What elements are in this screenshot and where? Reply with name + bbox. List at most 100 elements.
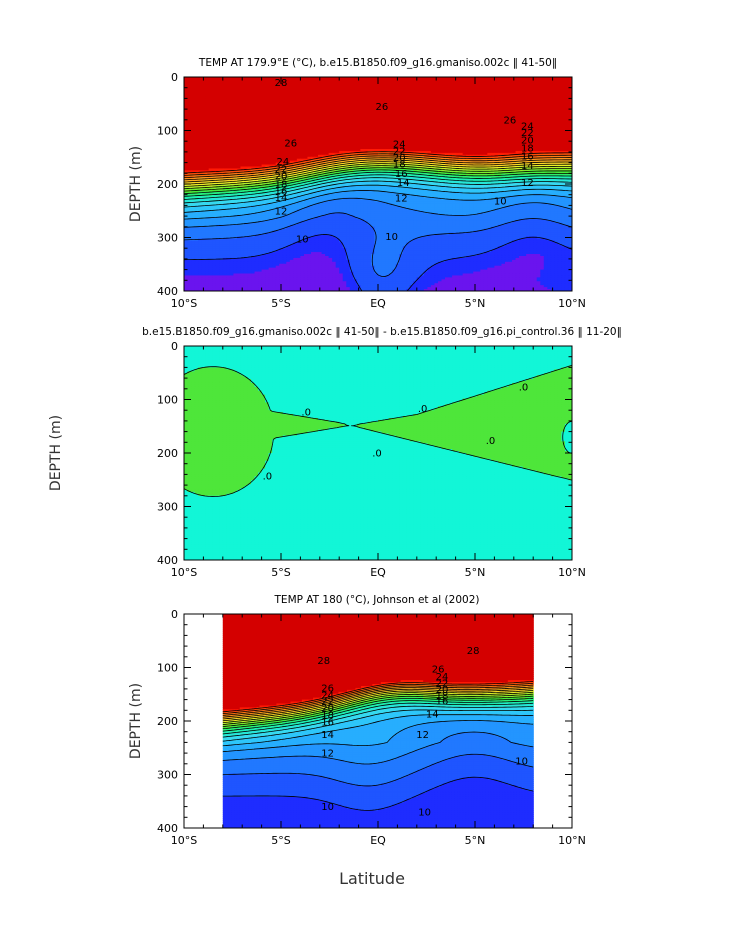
- contour-fill-cell: [448, 123, 453, 127]
- contour-fill-cell: [483, 117, 488, 121]
- contour-fill-cell: [268, 125, 273, 129]
- contour-fill-cell: [279, 127, 284, 131]
- contour-fill-cell: [314, 106, 319, 109]
- contour-fill-cell: [515, 104, 520, 107]
- contour-fill-cell: [184, 113, 189, 117]
- contour-fill-cell: [490, 127, 495, 131]
- contour-fill-cell: [462, 77, 467, 80]
- contour-fill-cell: [374, 78, 379, 82]
- contour-fill-cell: [219, 77, 224, 80]
- contour-fill-cell: [226, 102, 231, 105]
- contour-fill-cell: [381, 102, 386, 105]
- contour-fill-cell: [367, 96, 372, 99]
- contour-fill-cell: [265, 129, 270, 133]
- contour-fill-cell: [370, 77, 376, 80]
- contour-fill-cell: [226, 112, 231, 115]
- contour-fill-cell: [522, 117, 527, 121]
- contour-fill-cell: [399, 129, 404, 133]
- contour-fill-cell: [367, 127, 372, 131]
- contour-fill-cell: [279, 119, 284, 123]
- contour-fill-cell: [497, 112, 503, 115]
- contour-fill-cell: [187, 104, 192, 107]
- contour-fill-cell: [243, 108, 249, 111]
- contour-fill-cell: [353, 94, 358, 98]
- contour-fill-cell: [395, 92, 400, 96]
- contour-fill-cell: [222, 94, 227, 98]
- contour-fill-cell: [307, 102, 312, 105]
- contour-fill-cell: [236, 77, 242, 80]
- contour-fill-cell: [198, 84, 203, 88]
- contour-fill-cell: [476, 121, 481, 125]
- contour-fill-cell: [392, 77, 397, 80]
- contour-fill-cell: [480, 88, 485, 92]
- contour-fill-cell: [191, 133, 196, 136]
- contour-fill-cell: [402, 96, 407, 99]
- contour-fill-cell: [501, 80, 506, 84]
- contour-fill-cell: [519, 127, 524, 131]
- contour-fill-cell: [547, 125, 552, 129]
- contour-fill-cell: [452, 129, 457, 133]
- contour-fill-cell: [462, 106, 467, 109]
- contour-fill-cell: [286, 125, 291, 129]
- contour-fill-cell: [191, 135, 196, 138]
- contour-fill-cell: [452, 96, 457, 99]
- contour-fill-cell: [222, 90, 227, 94]
- contour-fill-cell: [543, 121, 548, 125]
- contour-fill-cell: [219, 98, 224, 101]
- contour-fill-cell: [321, 84, 326, 88]
- contour-fill-cell: [296, 119, 301, 123]
- contour-fill-cell: [441, 119, 446, 123]
- contour-fill-cell: [198, 119, 203, 123]
- contour-fill-cell: [233, 82, 238, 86]
- contour-fill-cell: [402, 86, 407, 90]
- contour-fill-cell: [251, 84, 256, 88]
- contour-fill-cell: [261, 82, 266, 86]
- contour-fill-cell: [388, 90, 393, 94]
- contour-fill-cell: [536, 82, 541, 86]
- contour-fill-cell: [409, 80, 414, 84]
- contour-fill-cell: [332, 119, 337, 123]
- contour-fill-cell: [494, 82, 499, 86]
- contour-fill-cell: [501, 92, 506, 96]
- contour-fill-cell: [310, 82, 316, 86]
- contour-fill-cell: [346, 100, 351, 103]
- contour-fill-cell: [208, 121, 213, 125]
- contour-fill-cell: [293, 94, 298, 98]
- contour-fill-cell: [318, 129, 323, 133]
- contour-fill-cell: [289, 78, 294, 82]
- contour-fill-cell: [526, 86, 531, 90]
- contour-fill-cell: [233, 121, 238, 125]
- contour-fill-cell: [487, 84, 492, 88]
- contour-fill-cell: [363, 113, 369, 117]
- contour-fill-cell: [205, 135, 210, 138]
- contour-fill-cell: [469, 113, 474, 117]
- contour-fill-cell: [194, 90, 199, 94]
- contour-fill-cell: [198, 112, 203, 115]
- contour-fill-cell: [279, 92, 284, 96]
- contour-fill-cell: [314, 82, 319, 86]
- contour-fill-cell: [356, 121, 361, 125]
- contour-fill-cell: [568, 92, 572, 96]
- contour-fill-cell: [508, 78, 513, 82]
- contour-fill-cell: [508, 129, 513, 133]
- contour-fill-cell: [328, 96, 333, 99]
- contour-fill-cell: [399, 113, 404, 117]
- contour-fill-cell: [314, 77, 319, 80]
- contour-fill-cell: [466, 82, 471, 86]
- contour-fill-cell: [508, 104, 513, 107]
- contour-fill-cell: [455, 88, 460, 92]
- contour-fill-cell: [215, 131, 220, 135]
- contour-fill-cell: [473, 82, 478, 86]
- contour-fill-cell: [416, 78, 421, 82]
- contour-fill-cell: [374, 115, 379, 119]
- contour-fill-cell: [229, 115, 234, 119]
- contour-fill-cell: [251, 82, 256, 86]
- contour-fill-cell: [437, 96, 443, 99]
- contour-fill-cell: [547, 133, 552, 136]
- contour-fill-cell: [501, 82, 506, 86]
- contour-fill-cell: [395, 110, 400, 113]
- contour-fill-cell: [251, 113, 256, 117]
- contour-fill-cell: [251, 106, 256, 109]
- contour-fill-cell: [501, 135, 506, 138]
- contour-fill-cell: [342, 106, 347, 109]
